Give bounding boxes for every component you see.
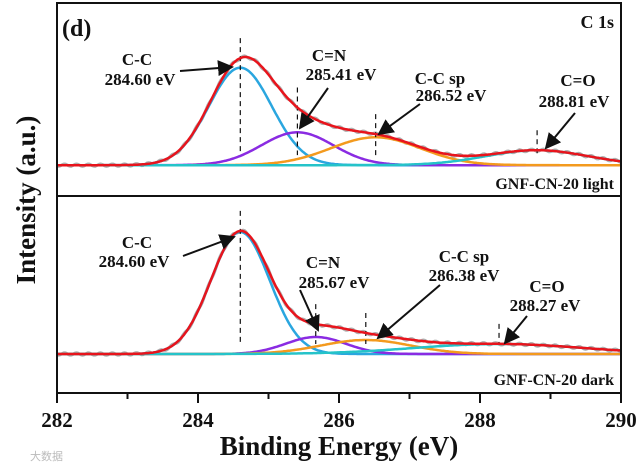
- peak-energy: 288.27 eV: [510, 296, 582, 315]
- x-tick-label: 284: [182, 408, 214, 432]
- peak-energy: 288.81 eV: [539, 92, 611, 111]
- x-tick-label: 288: [464, 408, 496, 432]
- annotation-arrow: [544, 112, 576, 150]
- annotation-arrow: [182, 234, 236, 257]
- annotation-arrow: [298, 87, 329, 130]
- y-axis-label: Intensity (a.u.): [11, 116, 41, 285]
- peak-energy: 284.60 eV: [105, 70, 177, 89]
- sample-label-light: GNF-CN-20 light: [495, 176, 614, 193]
- x-axis-label: Binding Energy (eV): [220, 431, 459, 461]
- peak-label: C=N: [306, 253, 341, 272]
- peak-label: C=O: [529, 277, 564, 296]
- component-c-n-line: [57, 131, 621, 167]
- peak-label: C-C sp: [439, 247, 490, 266]
- chart-title: C 1s: [580, 12, 614, 32]
- watermark: 大数据: [30, 449, 63, 463]
- peak-label: C-C: [122, 50, 152, 69]
- x-tick-label: 290: [605, 408, 637, 432]
- annotation-arrow: [503, 315, 528, 345]
- peak-energy: 285.67 eV: [299, 273, 371, 292]
- peak-label: C-C: [122, 233, 152, 252]
- peak-energy: 286.52 eV: [416, 86, 488, 105]
- envelope-fit-line: [57, 229, 622, 356]
- annotation-arrow: [377, 103, 421, 136]
- sample-label-dark: GNF-CN-20 dark: [494, 372, 615, 389]
- peak-energy: 286.38 eV: [429, 266, 501, 285]
- x-tick-label: 282: [41, 408, 73, 432]
- peak-label: C=O: [560, 71, 595, 90]
- peak-label: C-C sp: [415, 69, 466, 88]
- peak-energy: 285.41 eV: [306, 65, 378, 84]
- envelope-fit-line: [57, 55, 622, 167]
- peak-energy: 284.60 eV: [99, 252, 171, 271]
- x-tick-label: 286: [323, 408, 355, 432]
- annotation-arrow: [179, 60, 234, 77]
- annotation-arrow: [299, 289, 320, 332]
- panel-tag: (d): [62, 16, 91, 42]
- peak-label: C=N: [312, 46, 347, 65]
- annotation-arrow: [376, 284, 441, 340]
